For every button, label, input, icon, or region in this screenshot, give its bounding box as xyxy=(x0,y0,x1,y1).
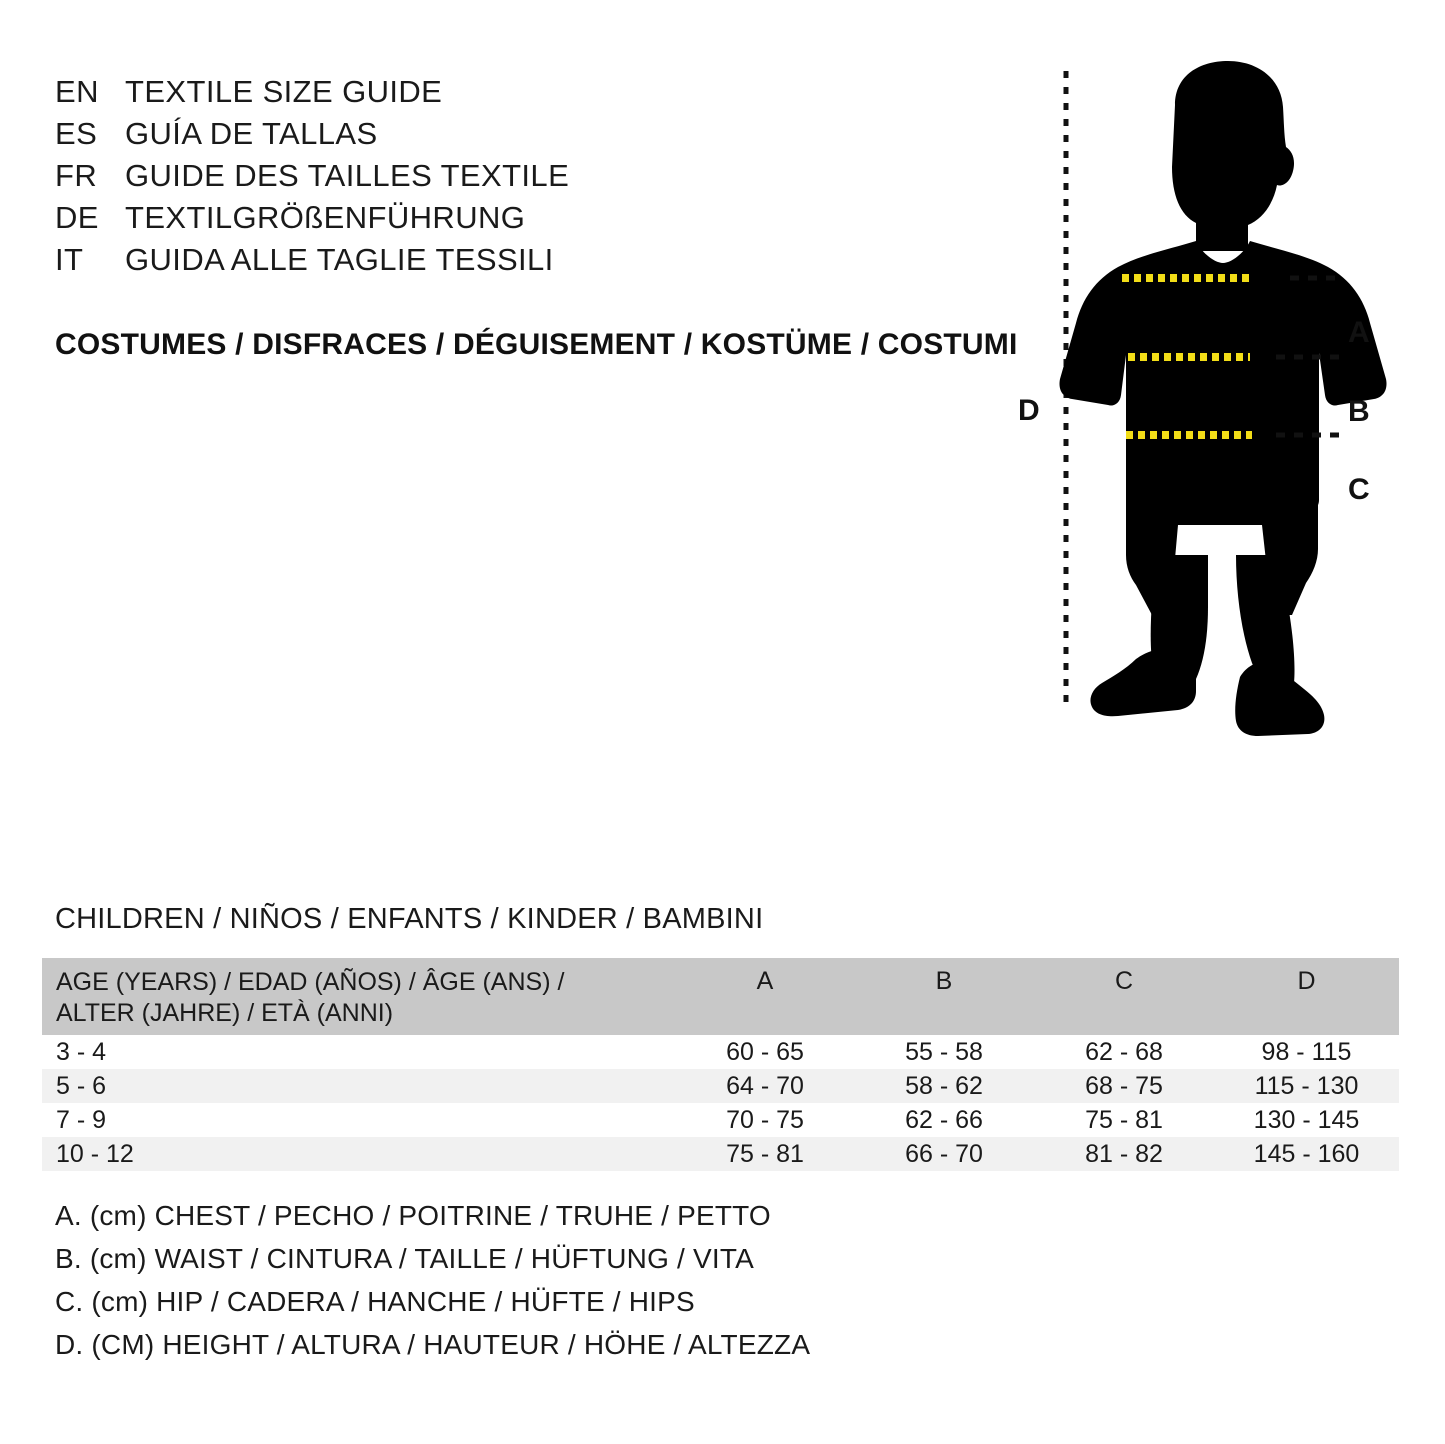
legend-item-c: C. (cm) HIP / CADERA / HANCHE / HÜFTE / … xyxy=(55,1286,695,1317)
marker-label-d: D xyxy=(1018,394,1040,427)
cell-chest: 64 - 70 xyxy=(676,1069,854,1103)
cell-age: 10 - 12 xyxy=(42,1137,676,1171)
cell-waist: 55 - 58 xyxy=(854,1035,1034,1069)
silhouette-body xyxy=(1059,61,1387,736)
table-row: 5 - 6 64 - 70 58 - 62 68 - 75 115 - 130 xyxy=(42,1069,1399,1103)
language-code-de: DE xyxy=(55,200,99,235)
cell-chest: 60 - 65 xyxy=(676,1035,854,1069)
table-caption: CHILDREN / NIÑOS / ENFANTS / KINDER / BA… xyxy=(55,903,764,935)
cell-waist: 58 - 62 xyxy=(854,1069,1034,1103)
language-row-de: DE TEXTILGRÖßENFÜHRUNG xyxy=(55,200,955,242)
column-header-a: A xyxy=(676,958,854,1035)
cell-age: 5 - 6 xyxy=(42,1069,676,1103)
legend-item-d: D. (CM) HEIGHT / ALTURA / HAUTEUR / HÖHE… xyxy=(55,1329,811,1360)
cell-hip: 62 - 68 xyxy=(1034,1035,1214,1069)
category-heading: COSTUMES / DISFRACES / DÉGUISEMENT / KOS… xyxy=(55,328,1018,361)
cell-hip: 81 - 82 xyxy=(1034,1137,1214,1171)
child-silhouette-icon xyxy=(1059,61,1387,736)
cell-height: 130 - 145 xyxy=(1214,1103,1399,1137)
cell-waist: 66 - 70 xyxy=(854,1137,1034,1171)
language-row-en: EN TEXTILE SIZE GUIDE xyxy=(55,74,955,116)
legend-item-b: B. (cm) WAIST / CINTURA / TAILLE / HÜFTU… xyxy=(55,1243,754,1274)
cell-waist: 62 - 66 xyxy=(854,1103,1034,1137)
column-header-d: D xyxy=(1214,958,1399,1035)
language-row-es: ES GUÍA DE TALLAS xyxy=(55,116,955,158)
cell-height: 98 - 115 xyxy=(1214,1035,1399,1069)
cell-hip: 68 - 75 xyxy=(1034,1069,1214,1103)
cell-hip: 75 - 81 xyxy=(1034,1103,1214,1137)
language-title-fr: GUIDE DES TAILLES TEXTILE xyxy=(125,158,570,193)
marker-label-a: A xyxy=(1348,316,1370,349)
language-title-block: EN TEXTILE SIZE GUIDE ES GUÍA DE TALLAS … xyxy=(55,74,955,284)
size-reference-figure: A B C D xyxy=(1000,55,1430,745)
table-row: 10 - 12 75 - 81 66 - 70 81 - 82 145 - 16… xyxy=(42,1137,1399,1171)
language-title-it: GUIDA ALLE TAGLIE TESSILI xyxy=(125,242,554,277)
cell-age: 7 - 9 xyxy=(42,1103,676,1137)
column-header-b: B xyxy=(854,958,1034,1035)
language-title-es: GUÍA DE TALLAS xyxy=(125,116,378,151)
language-code-es: ES xyxy=(55,116,98,151)
language-title-en: TEXTILE SIZE GUIDE xyxy=(125,74,443,109)
size-chart-table: AGE (YEARS) / EDAD (AÑOS) / ÂGE (ANS) / … xyxy=(42,958,1399,1171)
marker-label-c: C xyxy=(1348,473,1370,506)
cell-chest: 75 - 81 xyxy=(676,1137,854,1171)
table-head: AGE (YEARS) / EDAD (AÑOS) / ÂGE (ANS) / … xyxy=(42,958,1399,1035)
table-header-row: AGE (YEARS) / EDAD (AÑOS) / ÂGE (ANS) / … xyxy=(42,958,1399,1035)
table-row: 7 - 9 70 - 75 62 - 66 75 - 81 130 - 145 xyxy=(42,1103,1399,1137)
language-code-it: IT xyxy=(55,242,84,277)
marker-label-b: B xyxy=(1348,395,1370,428)
table-row: 3 - 4 60 - 65 55 - 58 62 - 68 98 - 115 xyxy=(42,1035,1399,1069)
language-code-en: EN xyxy=(55,74,99,109)
legend-item-a: A. (cm) CHEST / PECHO / POITRINE / TRUHE… xyxy=(55,1200,771,1231)
cell-age: 3 - 4 xyxy=(42,1035,676,1069)
column-header-age: AGE (YEARS) / EDAD (AÑOS) / ÂGE (ANS) / … xyxy=(42,958,676,1035)
language-title-de: TEXTILGRÖßENFÜHRUNG xyxy=(125,200,526,235)
language-row-it: IT GUIDA ALLE TAGLIE TESSILI xyxy=(55,242,955,284)
table-body: 3 - 4 60 - 65 55 - 58 62 - 68 98 - 115 5… xyxy=(42,1035,1399,1171)
cell-chest: 70 - 75 xyxy=(676,1103,854,1137)
cell-height: 145 - 160 xyxy=(1214,1137,1399,1171)
language-code-fr: FR xyxy=(55,158,98,193)
language-row-fr: FR GUIDE DES TAILLES TEXTILE xyxy=(55,158,955,200)
cell-height: 115 - 130 xyxy=(1214,1069,1399,1103)
measurement-legend: A. (cm) CHEST / PECHO / POITRINE / TRUHE… xyxy=(55,1200,955,1372)
column-header-c: C xyxy=(1034,958,1214,1035)
